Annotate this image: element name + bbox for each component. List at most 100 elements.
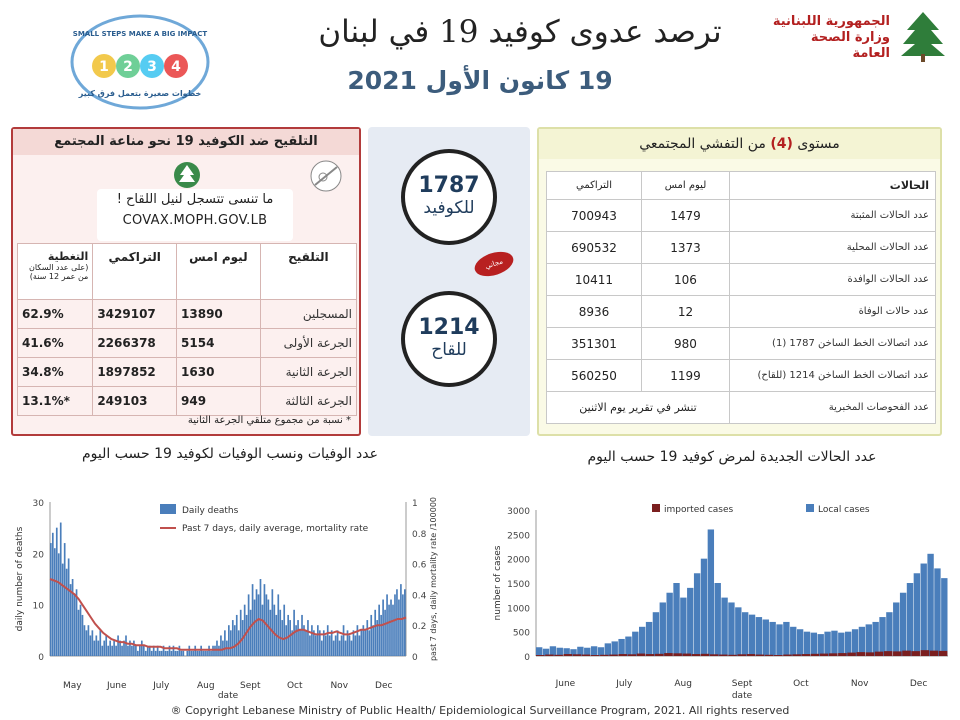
table-row: 13.1%* 249103 949 الجرعة الثالثة [16, 386, 358, 416]
month-label: June [106, 681, 127, 691]
deaths-bar [235, 614, 238, 656]
imported-cases-bar [618, 654, 627, 656]
deaths-bar [115, 645, 117, 656]
imported-cases-bar [920, 650, 930, 656]
vaccination-table: التغطية (على عدد السكان من عمر 12 سنة) ال… [16, 243, 358, 416]
deaths-bar [51, 532, 54, 656]
y-tick-label: 10 [33, 602, 45, 612]
deaths-bar [334, 635, 337, 656]
deaths-bar [152, 645, 155, 656]
community-level: (4) [770, 136, 793, 152]
local-cases-bar [666, 592, 673, 656]
local-cases-bar [584, 647, 591, 656]
deaths-bar [69, 584, 72, 656]
local-cases-bar [831, 630, 838, 656]
deaths-bar [212, 645, 214, 656]
deaths-bar [271, 589, 274, 656]
deaths-bar [283, 604, 286, 656]
imported-cases-bar [792, 654, 801, 656]
deaths-bar [336, 630, 339, 656]
y-axis-label: daily number of deaths [15, 526, 25, 631]
deaths-bar [273, 604, 276, 656]
deaths-bar [182, 650, 185, 656]
deaths-bar [160, 650, 163, 656]
month-label: May [63, 681, 82, 691]
deaths-bar [364, 630, 367, 656]
month-label: Nov [330, 681, 348, 691]
month-label: Oct [287, 681, 303, 691]
cumulative-value: 10411 [546, 263, 642, 296]
imported-cases-bar [627, 654, 637, 656]
deaths-bar [301, 614, 303, 656]
table-row: 700943 1479 عدد الحالات المثبتة [546, 199, 936, 232]
local-cases-bar [865, 624, 872, 656]
y-tick-label: 1000 [507, 604, 530, 614]
deaths-bar [93, 640, 96, 656]
yesterday-value: 1479 [640, 199, 731, 232]
deaths-bar [95, 635, 98, 656]
y2-tick-label: 0.2 [412, 622, 426, 632]
local-cases-bar [693, 573, 701, 656]
imported-cases-bar [737, 654, 746, 656]
deaths-bar [65, 568, 68, 656]
deaths-bar [67, 558, 70, 656]
cumulative-value: 8936 [546, 295, 642, 328]
ministry-name: الجمهورية اللبنانية وزارة الصحة العامة [770, 14, 890, 62]
deaths-bar [366, 620, 369, 656]
deaths-bar [204, 650, 206, 656]
deaths-bar [83, 625, 86, 656]
deaths-bar [85, 630, 88, 656]
cases-chart-title: عدد الحالات الجديدة لمرض كوفيد 19 حسب ال… [587, 449, 877, 465]
deaths-bar [107, 645, 110, 656]
deaths-bar [55, 527, 58, 656]
local-cases-bar [810, 632, 818, 656]
local-cases-bar [893, 602, 900, 656]
local-cases-bar [845, 631, 852, 656]
svg-text:3: 3 [147, 59, 157, 75]
imported-cases-bar [545, 654, 554, 656]
local-cases-bar [735, 607, 742, 656]
row-label: الجرعة الثانية [259, 357, 358, 387]
table-row: 351301 980 عدد اتصالات الخط الساخن 1787 (1… [546, 327, 936, 360]
free-stamp: مجاني [471, 247, 517, 281]
deaths-bar [400, 584, 402, 656]
page-title: ترصد عدوى كوفيد 19 في لبنان [318, 14, 722, 50]
deaths-bar [135, 645, 137, 656]
deaths-bar [105, 635, 108, 656]
deaths-bar [356, 625, 359, 656]
vaccination-footnote: * نسبة من مجموع متلقي الجرعة الثانية [187, 415, 351, 426]
table-row: 62.9% 3429107 13890 المسجلين [16, 299, 358, 329]
month-label: Dec [375, 681, 392, 691]
deaths-bar [97, 640, 100, 656]
deaths-bar [324, 635, 327, 656]
deaths-bar [289, 620, 291, 656]
deaths-bar [190, 650, 193, 656]
deaths-bar [390, 599, 392, 656]
deaths-bar [396, 589, 398, 656]
imported-cases-bar [774, 655, 783, 656]
ministry-line-2: وزارة الصحة العامة [810, 30, 890, 61]
community-table: التراكمي ليوم امس الحالات 700943 1479 عدد ال… [546, 171, 936, 424]
registration-box[interactable]: ما تنسى تتسجل لنيل اللقاح ! COVAX.MOPH.G… [97, 189, 293, 241]
deaths-bar [332, 640, 335, 656]
deaths-bar [398, 599, 400, 656]
y2-tick-label: 0 [412, 653, 418, 663]
deaths-bar [216, 640, 218, 656]
y-tick-label: 0 [38, 653, 44, 663]
imported-cases-bar [609, 654, 618, 656]
y-tick-label: 2000 [507, 556, 530, 566]
deaths-bar [176, 650, 179, 656]
deaths-bar [239, 609, 242, 656]
deaths-bar [269, 609, 272, 656]
deaths-bar [231, 620, 234, 656]
deaths-bar [313, 630, 315, 656]
row-label: عدد الحالات المثبتة [729, 199, 936, 232]
deaths-bar [295, 625, 297, 656]
deaths-bar [156, 645, 159, 656]
deaths-bar [249, 609, 252, 656]
deaths-bar [119, 640, 121, 656]
deaths-bar [139, 645, 141, 656]
registration-url[interactable]: COVAX.MOPH.GOV.LB [122, 213, 268, 228]
vaccine-hotline: 1214 للقاح [401, 291, 497, 387]
vaccine-hotline-label: للقاح [431, 340, 467, 360]
